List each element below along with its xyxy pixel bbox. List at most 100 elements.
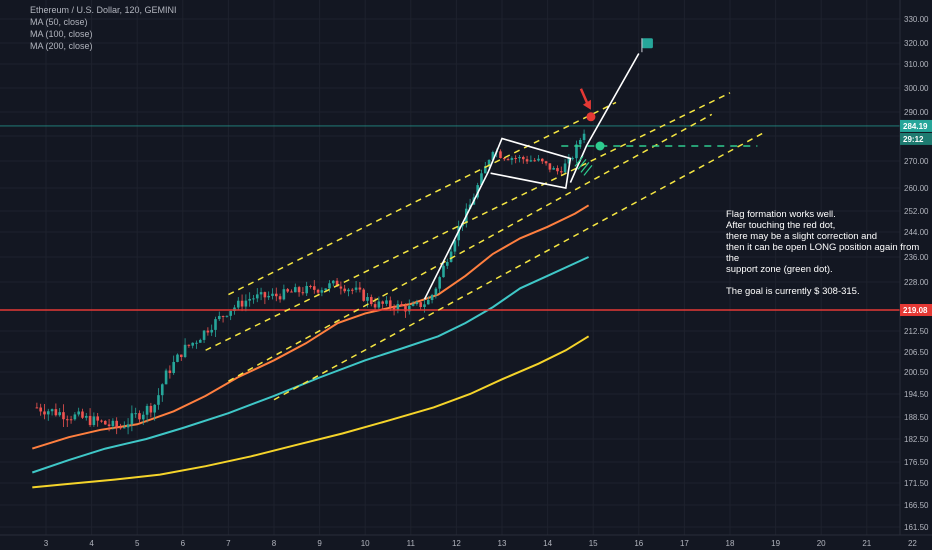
candle-body [267,295,270,298]
candle-body [544,161,548,164]
candle-body [282,289,286,300]
note-line: After touching the red dot, [726,220,836,231]
x-tick-label: 18 [726,539,735,548]
candle-body [259,292,263,295]
candle-body [54,409,58,416]
candle-body [122,427,126,429]
red-arrow-head [582,99,591,110]
x-tick-label: 19 [771,539,780,548]
x-tick-label: 7 [226,539,231,548]
candle-body [331,280,335,284]
candle-body [487,159,491,167]
candle-body [578,140,582,145]
candle-body [510,158,514,160]
y-tick-label: 320.00 [904,39,929,48]
candle-body [107,424,111,427]
note-line: support zone (green dot). [726,264,833,275]
candle-body [126,424,130,428]
candle-body [305,285,308,294]
candle-body [400,304,403,307]
candle-body [141,414,145,420]
analysis-note: Flag formation works well. After touchin… [726,209,926,297]
x-tick-label: 9 [317,539,322,548]
candle-body [434,288,438,295]
candle-body [145,405,149,415]
candle-body [453,240,457,252]
support-hatch-mark [574,156,584,167]
candle-body [423,304,426,308]
candle-body [39,407,42,412]
candle-body [50,409,54,412]
chart-legend: Ethereum / U.S. Dollar, 120, GEMINI MA (… [30,4,177,52]
candle-body [217,316,221,320]
candle-body [411,304,415,306]
ma200-line [32,335,590,489]
y-axis: 161.50 166.50 171.50 176.50 182.50 188.50 194.… [899,0,932,550]
y-tick-label: 176.50 [904,458,929,467]
candle-body [168,370,172,373]
y-tick-label: 194.50 [904,390,929,399]
candle-body [62,412,65,420]
candle-body [483,166,487,174]
candle-body [480,173,483,186]
candle-body [415,302,419,305]
candle-body [210,329,213,333]
y-tick-label: 161.50 [904,523,929,532]
candle-body [442,265,445,278]
candle-body [183,344,187,358]
candle-body [65,419,69,421]
candle-body [559,171,563,173]
candle-body [244,300,248,307]
support-price-tag: 219.08 [903,306,928,315]
candle-body [229,310,232,316]
candle-body [385,300,388,304]
candle-body [286,289,289,292]
candle-body [172,361,175,373]
countdown-tag-bg [900,132,932,145]
candle-body [426,300,430,305]
candle-body [309,285,312,287]
candle-body [236,300,240,308]
candle-body [206,330,210,333]
y-tick-label: 166.50 [904,501,929,510]
y-tick-label: 310.00 [904,60,929,69]
y-tick-label: 188.50 [904,413,929,422]
countdown-tag: 29:12 [903,135,924,144]
candle-body [533,160,536,162]
candle-body [419,302,422,308]
candle-body [248,298,251,301]
candle-body [518,157,521,159]
candle-body [149,405,153,413]
note-line: there may be a slight correction and [726,231,878,242]
candle-body [575,144,578,159]
candle-body [335,280,339,287]
candle-body [312,286,316,290]
candle-body [179,354,183,358]
candle-body [119,427,122,429]
x-tick-label: 17 [680,539,689,548]
support-hatch-mark [580,162,590,173]
ma100-line [31,256,590,474]
x-tick-label: 22 [908,539,917,548]
candle-body [153,404,156,413]
candle-body [103,420,107,425]
x-axis: 3 4 5 6 7 8 9 10 11 12 13 14 15 16 17 18 19 20 21 22 [0,534,932,548]
candle-body [195,342,198,344]
candle-body [525,159,529,162]
candle-body [324,288,327,291]
candle-body [176,354,179,362]
candle-body [157,395,160,405]
candle-body [115,420,118,428]
candle-body [540,158,544,162]
candle-body [388,300,392,307]
candle-body [457,226,460,241]
x-tick-label: 13 [498,539,507,548]
drawing-overlays [0,38,900,401]
candle-body [373,304,377,308]
candle-body [537,158,540,161]
candle-body [290,291,293,293]
candle-body [430,294,434,301]
x-tick-label: 5 [135,539,140,548]
red-arrow-shaft [579,88,590,106]
